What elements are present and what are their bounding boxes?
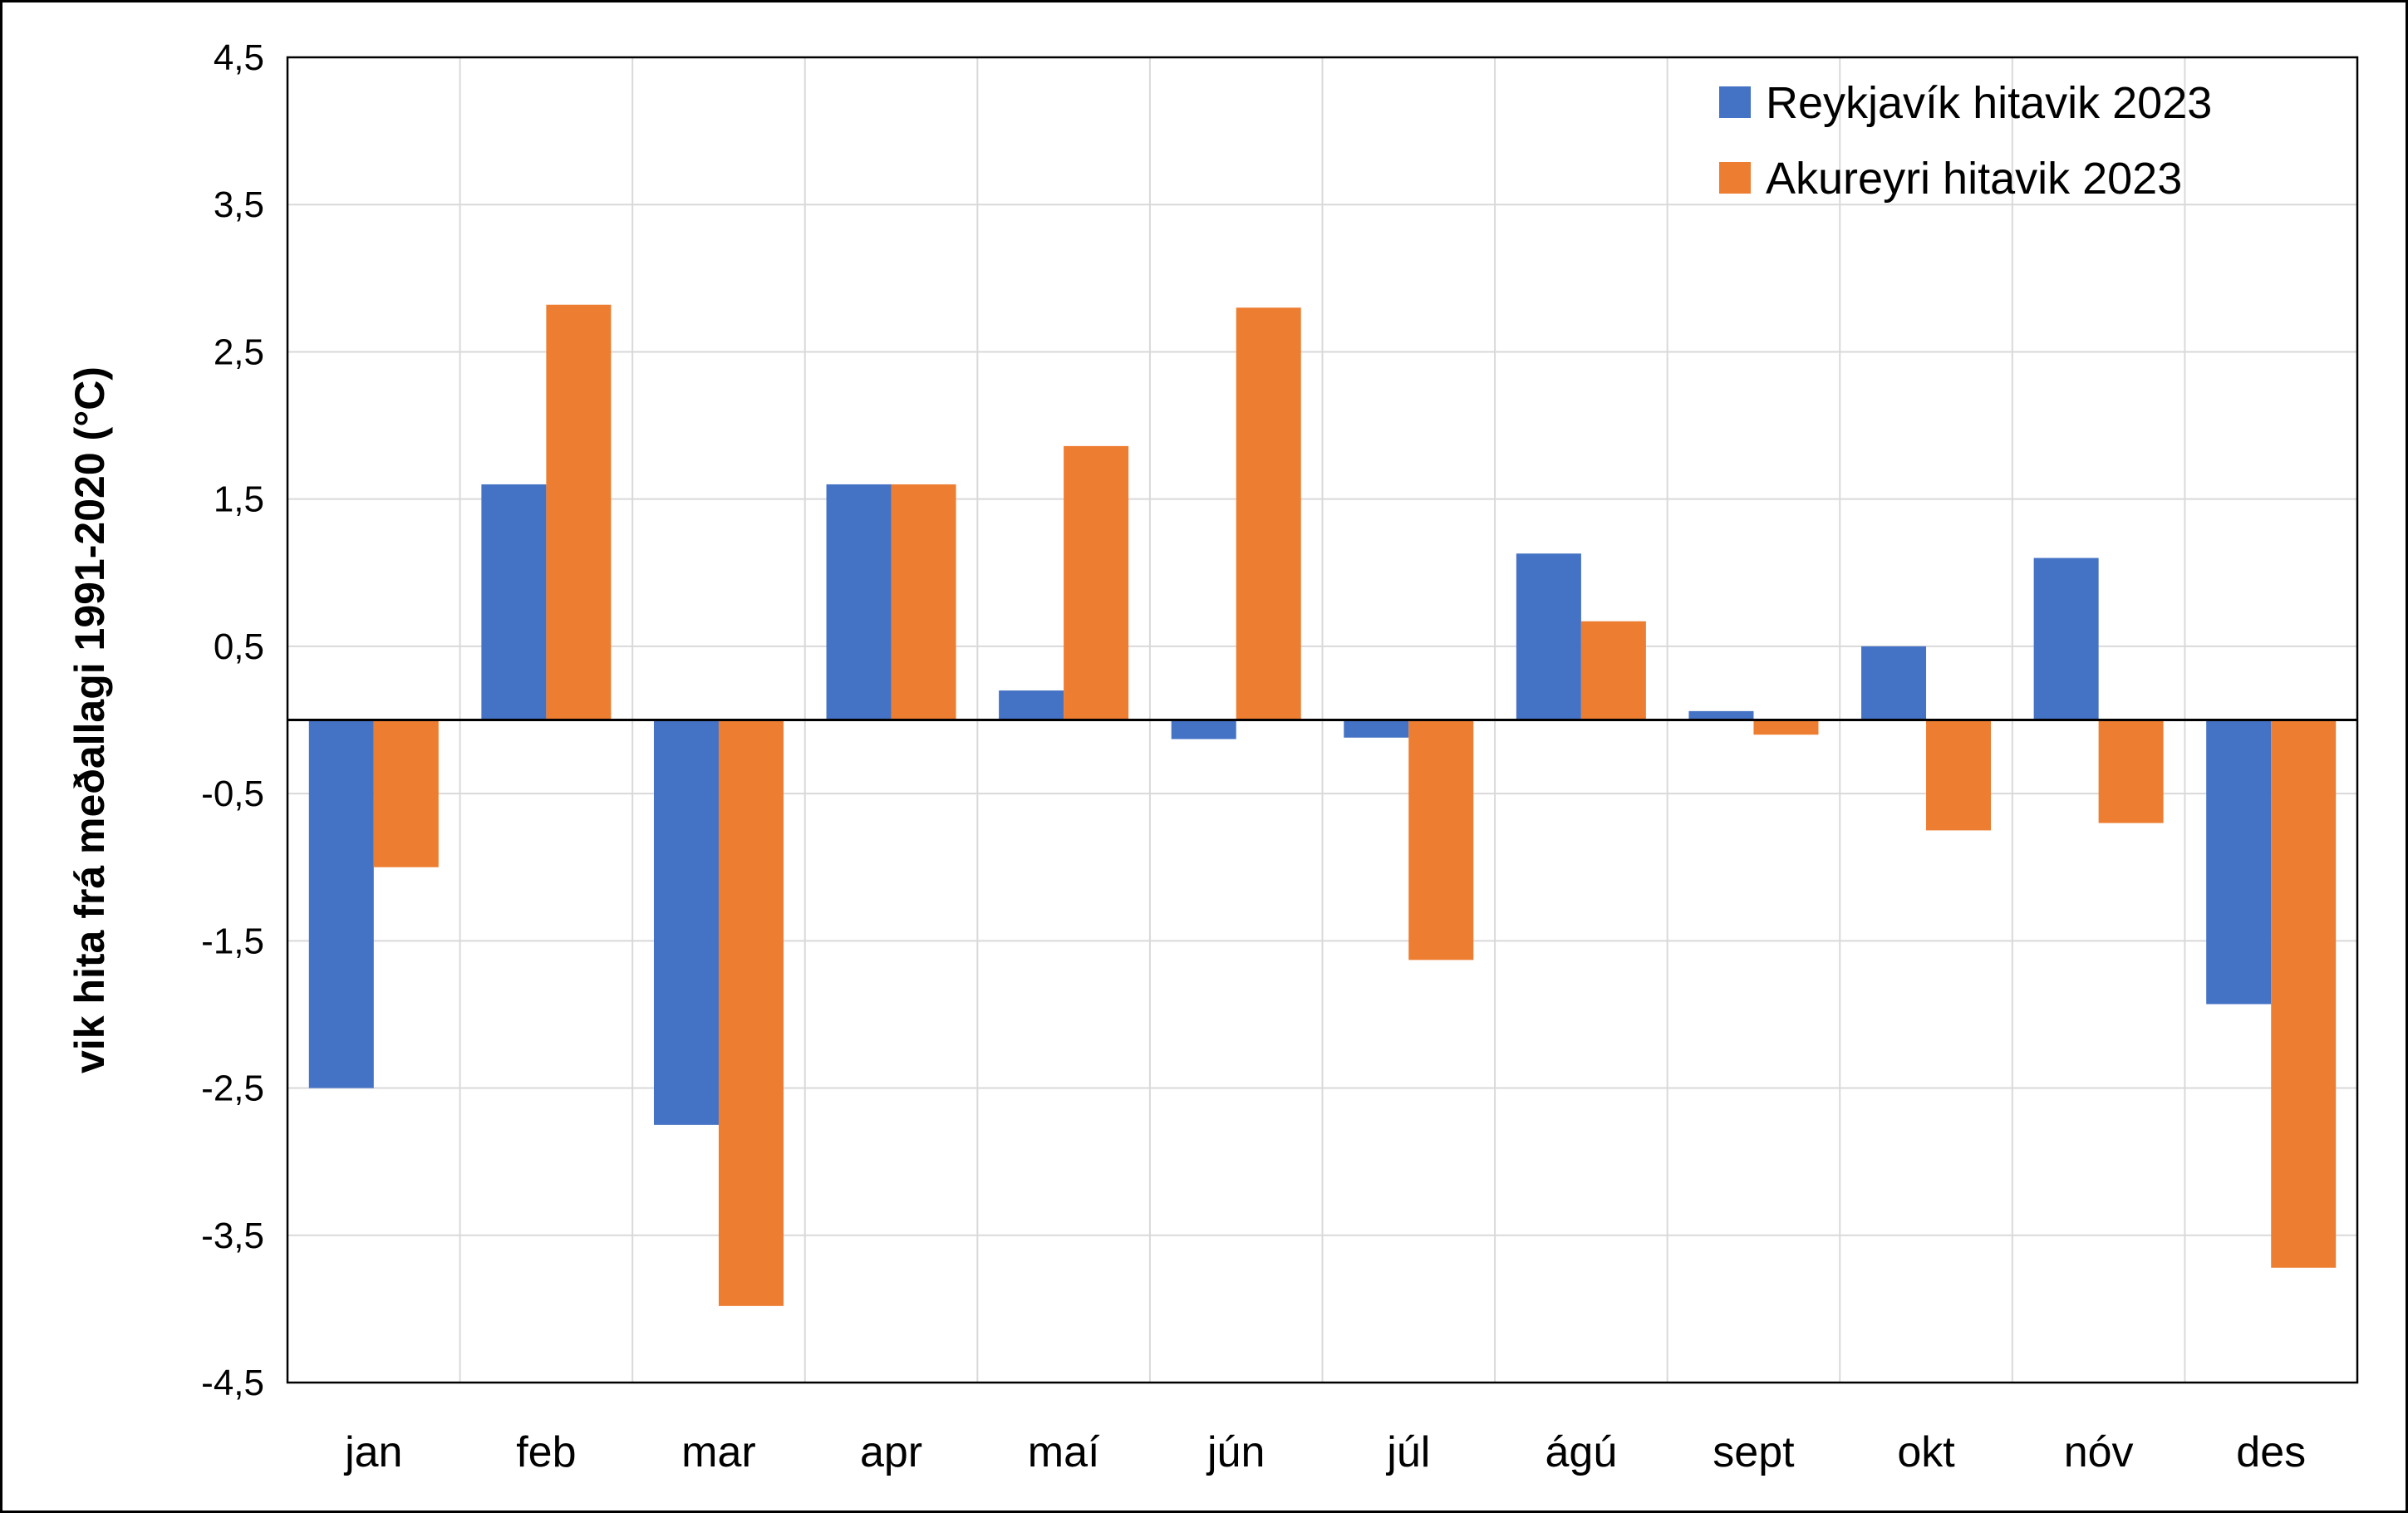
bar-reykjavik-4 — [826, 484, 892, 720]
x-category-label: mar — [681, 1428, 756, 1476]
y-tick-label: 3,5 — [214, 184, 264, 225]
bar-akureyri-6 — [1236, 307, 1301, 720]
x-category-label: maí — [1028, 1428, 1100, 1476]
legend: Reykjavík hitavik 2023 Akureyri hitavik 2… — [1719, 78, 2212, 204]
bar-akureyri-11 — [2098, 720, 2164, 823]
axes — [286, 56, 2359, 1384]
y-tick-labels: 4,5 3,5 2,5 1,5 0,5 -0,5 -1,5 -2,5 -3,5 -4,5 — [201, 37, 264, 1403]
x-category-label: sept — [1713, 1428, 1795, 1476]
bar-reykjavik-6 — [1171, 720, 1236, 739]
y-tick-label: -0,5 — [201, 774, 264, 814]
bar-akureyri-1 — [373, 720, 439, 867]
bar-akureyri-8 — [1580, 621, 1646, 720]
bars — [308, 304, 2337, 1306]
bar-akureyri-2 — [546, 304, 612, 720]
legend-swatch-akureyri — [1719, 162, 1751, 194]
y-tick-label: 2,5 — [214, 332, 264, 372]
bar-akureyri-3 — [718, 720, 784, 1306]
x-category-label: apr — [860, 1428, 922, 1476]
bar-akureyri-9 — [1753, 720, 1819, 735]
bar-reykjavik-10 — [1861, 646, 1927, 720]
bar-reykjavik-11 — [2033, 558, 2099, 720]
x-category-label: okt — [1897, 1428, 1955, 1476]
x-category-labels: jan feb mar apr maí jún júl ágú sept okt nóv des — [343, 1428, 2306, 1476]
x-category-label: nóv — [2064, 1428, 2134, 1476]
bar-reykjavik-1 — [308, 720, 374, 1088]
bar-reykjavik-5 — [999, 690, 1064, 720]
y-tick-label: -3,5 — [201, 1216, 264, 1256]
x-category-label: des — [2236, 1428, 2306, 1476]
y-tick-label: 0,5 — [214, 626, 264, 667]
x-category-label: jan — [343, 1428, 402, 1476]
bar-reykjavik-8 — [1516, 553, 1581, 720]
y-tick-label: -1,5 — [201, 921, 264, 961]
y-tick-label: 1,5 — [214, 479, 264, 520]
y-tick-label: 4,5 — [214, 37, 264, 78]
y-tick-label: -4,5 — [201, 1363, 264, 1403]
legend-label-reykjavik: Reykjavík hitavik 2023 — [1766, 78, 2212, 128]
bar-reykjavik-2 — [481, 484, 547, 720]
bar-akureyri-5 — [1064, 445, 1129, 720]
y-axis-title: vik hita frá meðallagi 1991-2020 (°C) — [66, 366, 113, 1073]
bar-reykjavik-7 — [1344, 720, 1409, 738]
x-category-label: jún — [1206, 1428, 1265, 1476]
x-category-label: júl — [1385, 1428, 1430, 1476]
x-category-label: feb — [516, 1428, 576, 1476]
bar-akureyri-12 — [2271, 720, 2337, 1268]
bar-reykjavik-3 — [653, 720, 719, 1125]
bar-reykjavik-12 — [2206, 720, 2272, 1005]
y-tick-label: -2,5 — [201, 1068, 264, 1109]
bar-akureyri-7 — [1408, 720, 1474, 960]
bar-akureyri-4 — [891, 484, 956, 720]
bar-reykjavik-9 — [1688, 710, 1754, 720]
bar-akureyri-10 — [1926, 720, 1992, 831]
legend-swatch-reykjavik — [1719, 86, 1751, 118]
x-category-label: ágú — [1545, 1428, 1617, 1476]
legend-label-akureyri: Akureyri hitavik 2023 — [1766, 154, 2182, 204]
